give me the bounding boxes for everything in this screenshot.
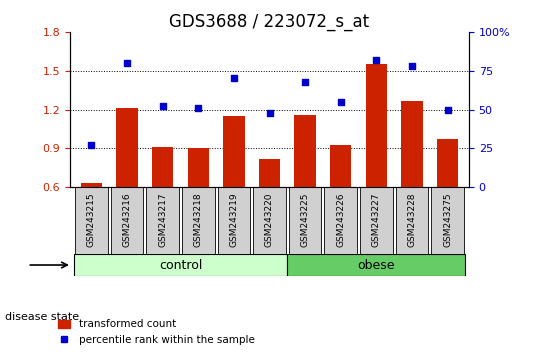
Bar — [152, 147, 174, 187]
Bar — [146, 187, 179, 254]
Text: GSM243220: GSM243220 — [265, 193, 274, 247]
Text: GSM243275: GSM243275 — [443, 193, 452, 247]
Bar — [218, 187, 250, 254]
Bar — [74, 254, 287, 276]
Bar — [110, 187, 143, 254]
Bar — [431, 187, 464, 254]
Bar — [360, 187, 393, 254]
Text: obese: obese — [357, 258, 395, 272]
Point — [158, 104, 167, 109]
Point — [372, 57, 381, 63]
Bar — [116, 108, 138, 187]
Point — [87, 143, 96, 148]
Bar — [294, 115, 316, 187]
Point — [336, 99, 345, 105]
Bar — [259, 159, 280, 187]
Bar — [437, 139, 458, 187]
Bar — [396, 187, 429, 254]
Bar — [182, 187, 215, 254]
Text: GSM243216: GSM243216 — [122, 193, 132, 247]
Text: GSM243226: GSM243226 — [336, 193, 345, 247]
Bar — [81, 183, 102, 187]
Text: GSM243218: GSM243218 — [194, 193, 203, 247]
Bar — [253, 187, 286, 254]
Text: GSM243227: GSM243227 — [372, 193, 381, 247]
Text: GSM243217: GSM243217 — [158, 193, 167, 247]
Point — [123, 60, 132, 66]
Bar — [75, 187, 108, 254]
Point — [265, 110, 274, 115]
Point — [301, 79, 309, 85]
Legend: transformed count, percentile rank within the sample: transformed count, percentile rank withi… — [54, 315, 259, 349]
Point — [407, 63, 416, 69]
Bar — [330, 144, 351, 187]
Bar — [287, 254, 465, 276]
Bar — [289, 187, 321, 254]
Bar — [324, 187, 357, 254]
Bar — [401, 101, 423, 187]
Point — [194, 105, 203, 111]
Title: GDS3688 / 223072_s_at: GDS3688 / 223072_s_at — [169, 13, 370, 30]
Text: GSM243219: GSM243219 — [230, 193, 238, 247]
Point — [230, 76, 238, 81]
Text: GSM243225: GSM243225 — [301, 193, 309, 247]
Bar — [223, 116, 245, 187]
Text: control: control — [159, 258, 202, 272]
Text: GSM243228: GSM243228 — [407, 193, 417, 247]
Point — [443, 107, 452, 113]
Bar — [365, 64, 387, 187]
Text: disease state: disease state — [5, 312, 80, 322]
Text: GSM243215: GSM243215 — [87, 193, 96, 247]
Bar — [188, 148, 209, 187]
